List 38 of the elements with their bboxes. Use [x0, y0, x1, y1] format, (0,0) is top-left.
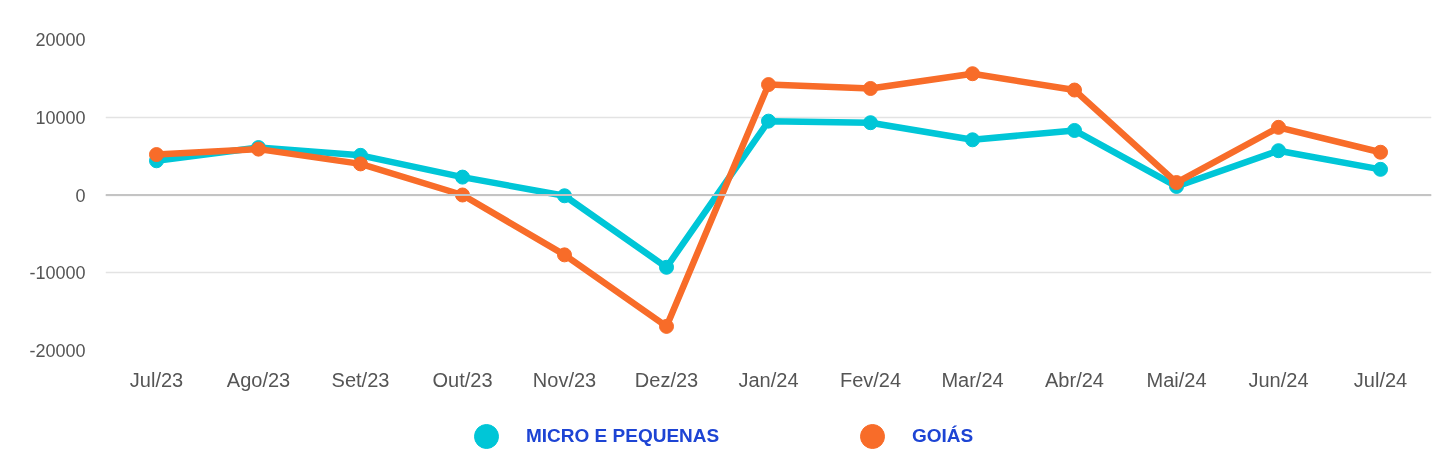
legend-label: GOIÁS: [912, 425, 975, 447]
point: [557, 247, 572, 263]
y-tick-label: -10000: [29, 263, 86, 284]
point: [659, 318, 674, 334]
x-tick-label: Fev/24: [839, 368, 902, 391]
point: [353, 156, 368, 172]
x-tick-label: Nov/23: [532, 368, 597, 391]
point: [965, 66, 980, 82]
point: [761, 113, 776, 129]
x-tick-label: Mar/24: [941, 368, 1004, 391]
x-tick-label: Mai/24: [1146, 368, 1207, 391]
legend-label: MICRO E PEQUENAS: [526, 425, 721, 447]
point: [761, 77, 776, 93]
point: [149, 147, 164, 163]
x-tick-label: Jul/23: [129, 368, 184, 391]
y-tick-label: -20000: [29, 341, 86, 361]
x-tick-label: Jul/24: [1353, 368, 1408, 391]
x-tick-label: Dez/23: [634, 368, 699, 391]
point: [1271, 143, 1286, 159]
point: [863, 115, 878, 131]
x-tick-label: Out/23: [432, 368, 493, 391]
y-tick-label: 20000: [35, 30, 86, 50]
point: [455, 169, 470, 185]
point: [1373, 144, 1388, 160]
point: [1067, 82, 1082, 98]
x-tick-label: Ago/23: [226, 368, 291, 391]
point: [1067, 122, 1082, 138]
point: [863, 81, 878, 96]
point: [1271, 119, 1286, 135]
point: [965, 132, 980, 148]
point: [1373, 161, 1388, 177]
y-tick-label: 0: [75, 185, 86, 206]
x-tick-label: Abr/24: [1045, 368, 1104, 391]
point: [659, 259, 674, 275]
x-tick-label: Jan/24: [738, 368, 799, 391]
x-tick-label: Jun/24: [1248, 368, 1309, 391]
y-tick-label: 10000: [35, 107, 86, 128]
x-tick-label: Set/23: [331, 368, 390, 391]
